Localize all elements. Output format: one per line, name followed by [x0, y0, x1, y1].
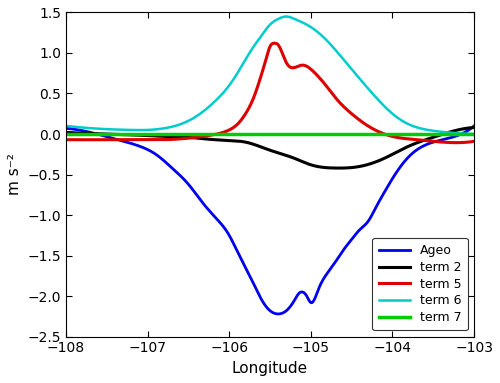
Ageo [63, 126, 69, 131]
term 2 [471, 125, 477, 130]
term 6 [283, 14, 289, 19]
term 2 [248, 141, 254, 146]
term 2 [135, 133, 141, 137]
term 2 [336, 166, 342, 170]
X-axis label: Longitude: Longitude [232, 361, 308, 376]
Line: term 5: term 5 [66, 43, 474, 142]
Legend: Ageo, term 2, term 5, term 6, term 7: Ageo, term 2, term 5, term 6, term 7 [372, 238, 468, 331]
term 5 [336, 100, 342, 104]
term 6 [135, 128, 141, 133]
term 6 [63, 124, 69, 128]
Ageo [276, 312, 281, 316]
Line: term 6: term 6 [66, 16, 474, 134]
Ageo [304, 295, 310, 299]
Line: Ageo: Ageo [66, 126, 474, 314]
Ageo [135, 143, 141, 148]
term 2 [168, 134, 174, 139]
term 2 [336, 166, 342, 170]
term 5 [168, 137, 174, 142]
term 6 [168, 125, 174, 129]
term 5 [304, 64, 310, 69]
term 2 [63, 130, 69, 135]
term 6 [336, 52, 342, 57]
Ageo [168, 165, 174, 169]
term 5 [272, 41, 278, 46]
term 5 [371, 127, 377, 132]
term 2 [371, 160, 377, 165]
term 6 [471, 132, 477, 136]
Ageo [371, 209, 377, 214]
term 5 [248, 102, 254, 107]
term 2 [304, 161, 310, 165]
term 5 [63, 137, 69, 142]
term 5 [454, 140, 460, 145]
Ageo [471, 124, 477, 128]
term 6 [304, 23, 310, 27]
term 5 [471, 139, 477, 144]
Ageo [248, 275, 254, 280]
Ageo [336, 254, 342, 259]
term 6 [248, 49, 254, 54]
Line: term 2: term 2 [66, 128, 474, 168]
term 5 [135, 137, 141, 142]
term 6 [371, 93, 377, 97]
Y-axis label: m s⁻²: m s⁻² [7, 154, 22, 195]
